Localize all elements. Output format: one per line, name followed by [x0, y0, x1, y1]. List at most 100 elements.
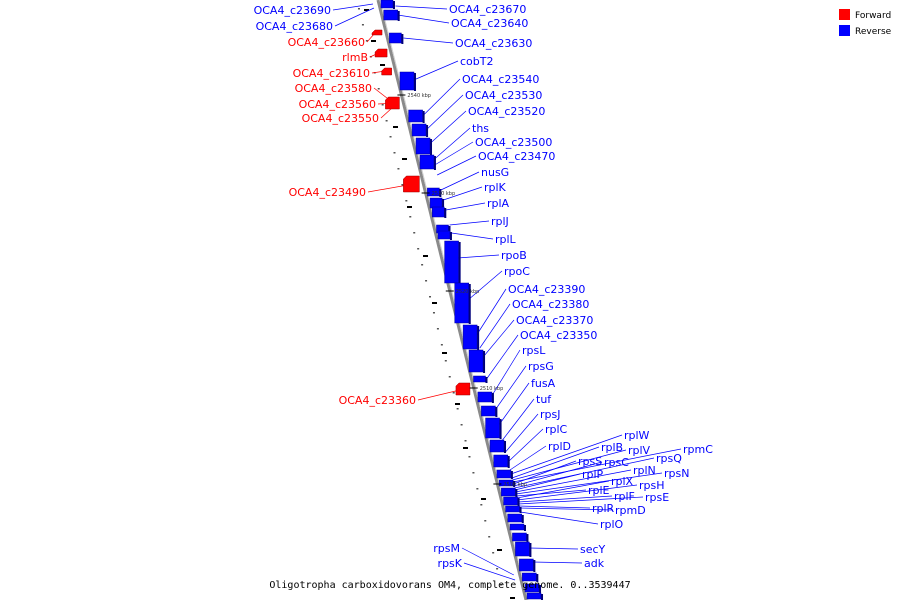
reverse-gene-shadow — [523, 525, 526, 531]
reverse-gene-shadow — [541, 594, 544, 600]
reverse-gene-shadow — [507, 456, 510, 468]
gene-label-oca4-c23500: OCA4_c23500 — [475, 136, 552, 149]
gene-label-cobt2: cobT2 — [460, 55, 493, 68]
leader-line — [403, 37, 454, 44]
reverse-gene-block — [399, 71, 415, 91]
gene-label-rplr: rplR — [592, 502, 615, 515]
reverse-gene-block — [383, 9, 398, 21]
leader-line — [445, 202, 486, 211]
minor-tick-dot — [468, 456, 471, 458]
reverse-gene-shadow — [392, 1, 395, 9]
minor-tick-dash — [463, 447, 468, 449]
gene-label-rpsg: rpsG — [528, 360, 554, 373]
minor-tick-dot — [429, 296, 432, 298]
reverse-gene-shadow — [536, 574, 539, 582]
reverse-gene-block — [429, 197, 443, 209]
leader-line — [517, 495, 613, 503]
leader-line — [461, 547, 514, 576]
gene-features — [371, 0, 544, 600]
reverse-gene-block — [493, 454, 508, 468]
gene-label-oca4-c23670: OCA4_c23670 — [449, 3, 526, 16]
gene-label-oca4-c23690: OCA4_c23690 — [254, 4, 331, 17]
leader-line — [451, 232, 494, 240]
minor-tick-dash — [402, 158, 407, 160]
leader-line — [434, 141, 474, 166]
reverse-gene-block — [503, 496, 518, 506]
gene-label-oca4-c23470: OCA4_c23470 — [478, 150, 555, 163]
reverse-gene-shadow — [510, 471, 513, 479]
minor-tick-dot — [464, 440, 467, 442]
minor-tick-dash — [442, 352, 447, 354]
leader-line — [505, 413, 539, 453]
gene-label-rpsc: rpsC — [604, 456, 629, 469]
minor-tick-dot — [377, 88, 380, 90]
reverse-gene-shadow — [515, 489, 518, 497]
gene-label-nusg: nusG — [481, 166, 509, 179]
minor-tick-dot — [488, 536, 491, 538]
reverse-gene-shadow — [458, 242, 461, 284]
gene-label-rplv: rplV — [628, 444, 651, 457]
reverse-gene-shadow — [499, 419, 502, 439]
gene-label-rplx: rplX — [611, 475, 634, 488]
reverse-gene-shadow — [517, 498, 520, 506]
leader-line — [494, 365, 527, 411]
reverse-gene-shadow — [468, 284, 471, 324]
leader-line — [429, 110, 467, 145]
leader-line — [433, 127, 471, 161]
minor-tick-dot — [425, 280, 428, 282]
reverse-gene-shadow — [539, 585, 542, 593]
minor-tick-dash — [432, 302, 437, 304]
legend-swatch-reverse — [839, 25, 850, 36]
reverse-gene-shadow — [491, 393, 494, 403]
legend: Forward Reverse — [839, 9, 892, 37]
minor-tick-dash — [380, 64, 385, 66]
leader-line — [512, 449, 627, 481]
leader-line — [486, 334, 519, 379]
legend-swatch-forward — [839, 9, 850, 20]
minor-tick-dot — [436, 328, 439, 330]
leader-line — [518, 505, 591, 509]
leader-line — [516, 480, 610, 499]
minor-tick-dash — [364, 9, 369, 11]
reverse-gene-shadow — [519, 507, 522, 513]
gene-label-oca4-c23560: OCA4_c23560 — [299, 98, 376, 111]
gene-label-oca4-c23540: OCA4_c23540 — [462, 73, 539, 86]
leader-line — [519, 507, 614, 511]
genome-backbone — [376, 0, 528, 600]
minor-tick-dot — [460, 424, 463, 426]
map-caption: Oligotropha carboxidovorans OM4, complet… — [269, 580, 630, 591]
forward-gene-block — [403, 175, 420, 193]
minor-tick-dot — [361, 24, 364, 26]
reverse-gene-shadow — [521, 515, 524, 523]
gene-label-rpsj: rpsJ — [540, 408, 560, 421]
leader-line — [437, 155, 477, 176]
gene-label-rplp: rplP — [582, 468, 604, 481]
gene-labels: OCA4_c23660 rlmB OCA4_c23610 OCA4_c23580 OCA… — [254, 3, 714, 570]
minor-tick-dash — [371, 40, 376, 42]
minor-tick-dot — [401, 184, 404, 186]
legend-label-forward: Forward — [855, 11, 891, 21]
gene-label-oca4-c23370: OCA4_c23370 — [516, 314, 593, 327]
reverse-gene-block — [415, 137, 431, 155]
gene-label-rpoc: rpoC — [504, 265, 530, 278]
gene-label-oca4-c23380: OCA4_c23380 — [512, 298, 589, 311]
minor-tick-dot — [405, 200, 408, 202]
reverse-gene-shadow — [439, 189, 442, 197]
reverse-gene-shadow — [529, 543, 532, 557]
leader-line — [513, 460, 577, 485]
leader-line — [514, 473, 581, 491]
reverse-gene-block — [509, 523, 525, 531]
minor-tick-dot — [496, 568, 499, 570]
leader-line — [511, 446, 600, 479]
minor-tick-dot — [385, 120, 388, 122]
gene-label-adk: adk — [584, 557, 605, 570]
leader-line — [449, 220, 490, 226]
scale-tick-label: 2540 kbp — [407, 93, 431, 99]
gene-label-rplc: rplC — [545, 423, 568, 436]
leader-line — [516, 489, 587, 497]
gene-label-oca4-c23490: OCA4_c23490 — [289, 186, 366, 199]
leader-line — [520, 511, 599, 525]
gene-label-rpsn: rpsN — [664, 467, 689, 480]
gene-label-rpln: rplN — [633, 464, 656, 477]
gene-label-rpsh: rpsH — [639, 479, 665, 492]
